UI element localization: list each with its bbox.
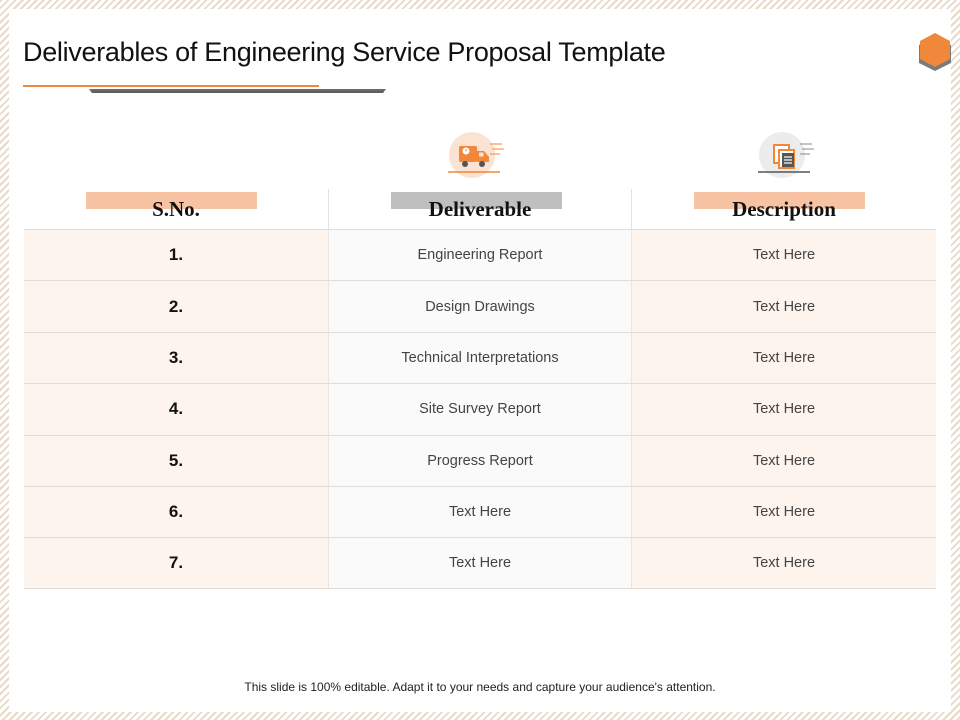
- header-sno-label: S.No.: [152, 197, 200, 221]
- header-deliverable-bar: [391, 192, 562, 209]
- sno-cell: 3.: [24, 332, 328, 384]
- deliverables-table: S.No. Deliverable Description 1. Enginee…: [24, 189, 936, 589]
- hexagon-logo-icon: [919, 33, 951, 71]
- table-row: 7. Text Here Text Here: [24, 537, 936, 589]
- sno-cell: 7.: [24, 538, 328, 588]
- deliverable-cell: Engineering Report: [328, 230, 632, 281]
- description-cell: Text Here: [632, 486, 936, 538]
- deliverable-cell: Site Survey Report: [328, 384, 632, 435]
- table-header-row: S.No. Deliverable Description: [24, 189, 936, 229]
- header-description-bar: [694, 192, 865, 209]
- deliverable-cell: Text Here: [328, 538, 632, 588]
- table-row: 6. Text Here Text Here: [24, 485, 936, 538]
- deliverable-cell: Text Here: [328, 486, 632, 538]
- deliverable-cell: Technical Interpretations: [328, 332, 632, 384]
- description-cell: Text Here: [632, 332, 936, 384]
- delivery-truck-icon: [448, 132, 504, 178]
- table-row: 5. Progress Report Text Here: [24, 434, 936, 486]
- footer-note: This slide is 100% editable. Adapt it to…: [244, 680, 716, 694]
- description-cell: Text Here: [632, 230, 936, 281]
- header-sno: S.No.: [24, 189, 328, 229]
- table-row: 2. Design Drawings Text Here: [24, 280, 936, 332]
- sno-cell: 1.: [24, 230, 328, 281]
- title-underline-shadow: [89, 89, 386, 93]
- sno-cell: 4.: [24, 384, 328, 435]
- deliverable-cell: Design Drawings: [328, 281, 632, 332]
- table-row: 4. Site Survey Report Text Here: [24, 383, 936, 435]
- header-sno-bar: [86, 192, 257, 209]
- page-title: Deliverables of Engineering Service Prop…: [23, 37, 666, 67]
- sno-cell: 5.: [24, 435, 328, 486]
- header-description-label: Description: [732, 197, 836, 221]
- sno-cell: 2.: [24, 281, 328, 332]
- table-row: 3. Technical Interpretations Text Here: [24, 331, 936, 384]
- header-deliverable-label: Deliverable: [428, 197, 532, 221]
- description-cell: Text Here: [632, 384, 936, 435]
- description-cell: Text Here: [632, 435, 936, 486]
- slide: Deliverables of Engineering Service Prop…: [9, 9, 951, 712]
- sno-cell: 6.: [24, 486, 328, 538]
- description-cell: Text Here: [632, 281, 936, 332]
- header-deliverable: Deliverable: [328, 189, 632, 229]
- title-underline-accent: [23, 85, 319, 87]
- document-stack-icon: [758, 132, 814, 178]
- header-description: Description: [632, 189, 936, 229]
- deliverable-cell: Progress Report: [328, 435, 632, 486]
- table-row: 1. Engineering Report Text Here: [24, 229, 936, 281]
- description-cell: Text Here: [632, 538, 936, 588]
